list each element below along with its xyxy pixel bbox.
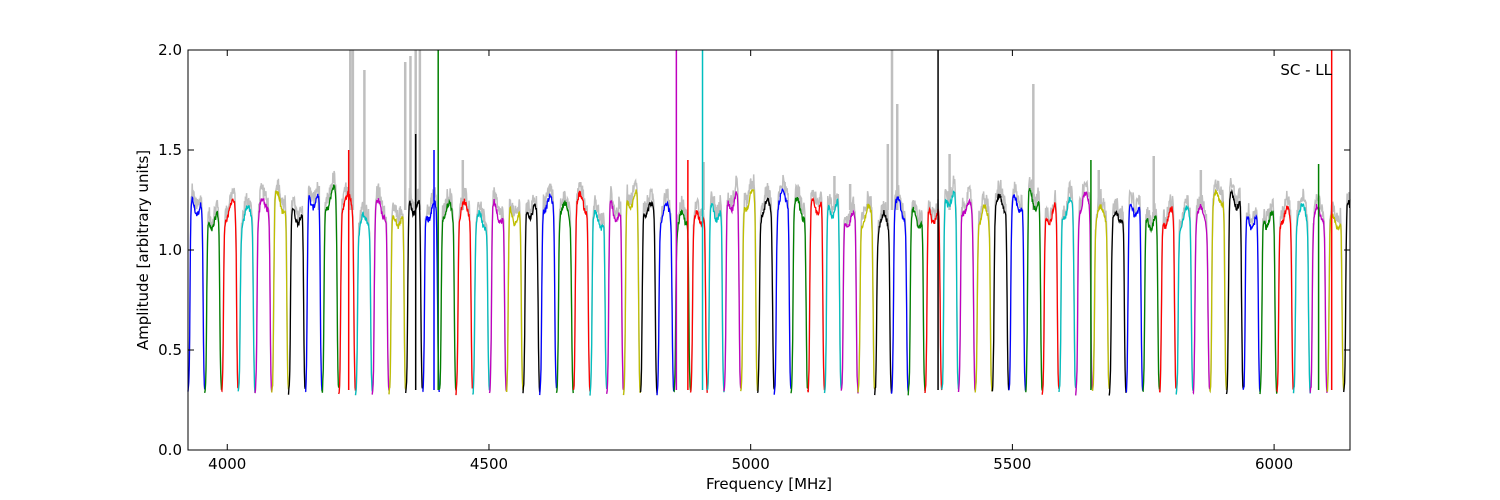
channel-trace [505, 205, 524, 392]
channel-trace [1225, 188, 1244, 395]
channel-trace [221, 198, 239, 393]
channel-trace [572, 190, 591, 392]
plot-frame [187, 49, 1351, 451]
channel-trace [723, 191, 742, 392]
channel-trace [304, 193, 323, 393]
channel-trace [1175, 205, 1194, 395]
channel-trace [1058, 196, 1077, 392]
channel-trace [790, 196, 809, 394]
channel-trace [589, 209, 608, 396]
y-axis-label: Amplitude [arbitrary units] [134, 150, 152, 350]
channel-trace [187, 195, 206, 392]
channel-trace [1158, 206, 1177, 393]
y-tick-label: 1.5 [158, 141, 182, 159]
channel-trace [555, 200, 574, 394]
y-tick-label: 0.0 [158, 441, 182, 459]
channel-trace [371, 198, 390, 395]
channel-trace [823, 198, 842, 394]
channel-trace [1242, 213, 1261, 392]
channel-trace [1259, 209, 1278, 395]
background-traces [187, 50, 1351, 396]
channel-trace [338, 189, 357, 395]
channel-trace [656, 200, 675, 396]
y-tick-label: 1.0 [158, 241, 182, 259]
channel-trace [388, 215, 407, 395]
channel-trace [941, 190, 960, 390]
channel-trace [522, 203, 541, 394]
channel-trace [1091, 204, 1110, 391]
channel-trace [907, 206, 926, 396]
channel-trace [924, 206, 943, 394]
channel-trace [991, 193, 1010, 392]
x-axis-label: Frequency [MHz] [706, 475, 832, 493]
y-axis: 0.0 0.5 1.0 1.5 2.0 [158, 41, 1350, 459]
x-tick-label: 4000 [208, 455, 246, 473]
channel-trace [756, 197, 775, 394]
channel-trace [1024, 187, 1043, 393]
x-tick-label: 6000 [1255, 455, 1293, 473]
spike-traces [347, 50, 1333, 390]
channel-trace [321, 184, 340, 393]
x-axis: 4000 4500 5000 5500 6000 [208, 50, 1293, 473]
x-tick-label: 5500 [993, 455, 1031, 473]
channel-trace [237, 204, 256, 393]
channel-trace [1209, 188, 1228, 394]
channel-trace [1276, 205, 1295, 393]
channel-trace [957, 198, 976, 393]
channel-trace [354, 211, 373, 396]
channel-trace [1326, 213, 1345, 392]
channel-trace [472, 209, 491, 395]
channel-trace [1192, 204, 1211, 395]
x-tick-label: 5000 [732, 455, 770, 473]
channel-trace [422, 199, 440, 393]
channel-trace [1108, 210, 1127, 396]
channel-trace [438, 198, 457, 391]
y-tick-label: 0.5 [158, 341, 182, 359]
series-traces [187, 184, 1351, 396]
y-tick-label: 2.0 [158, 41, 182, 59]
channel-trace [287, 207, 306, 395]
channel-trace [1125, 203, 1144, 393]
channel-trace [1075, 191, 1094, 396]
channel-trace [974, 204, 993, 393]
x-tick-label: 4500 [470, 455, 508, 473]
channel-trace [1142, 215, 1161, 393]
channel-trace [1343, 199, 1351, 393]
panel-annotation: SC - LL [1280, 61, 1332, 79]
channel-trace [706, 202, 725, 393]
channel-trace [539, 193, 558, 396]
channel-trace [455, 198, 473, 396]
channel-trace [890, 196, 909, 394]
channel-trace [689, 209, 708, 393]
channel-trace [857, 203, 876, 393]
channel-trace [773, 188, 792, 395]
channel-trace [1041, 202, 1060, 395]
channel-trace [1292, 203, 1311, 394]
channel-trace [271, 190, 290, 393]
channel-trace [254, 197, 273, 394]
channel-trace [740, 189, 759, 392]
channel-trace [807, 196, 826, 393]
channel-trace [488, 199, 507, 394]
channel-trace [405, 199, 424, 394]
channel-trace [874, 210, 893, 396]
channel-trace [1008, 194, 1027, 391]
channel-trace [622, 189, 641, 396]
channel-trace [204, 210, 223, 394]
channel-trace [840, 209, 859, 394]
channel-trace [606, 199, 625, 394]
channel-trace [639, 200, 658, 394]
